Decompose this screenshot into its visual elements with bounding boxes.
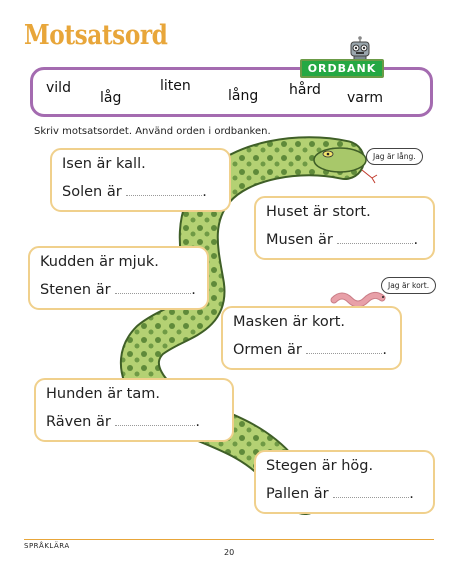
answer-blank[interactable] bbox=[115, 425, 196, 426]
snake-speech-bubble: Jag är lång. bbox=[366, 148, 423, 165]
answer-blank[interactable] bbox=[333, 497, 410, 498]
robot-icon bbox=[350, 36, 370, 64]
exercise-end: . bbox=[195, 414, 201, 430]
exercise-end: . bbox=[202, 184, 207, 200]
exercise-statement: Kudden är mjuk. bbox=[40, 254, 159, 270]
exercise-end: . bbox=[409, 486, 414, 502]
wordbank-word: varm bbox=[347, 90, 384, 106]
exercise-box: Masken är kort. Ormen är . bbox=[221, 306, 402, 370]
exercise-box: Stegen är hög. Pallen är . bbox=[254, 450, 435, 514]
wordbank-word: lång bbox=[228, 88, 259, 104]
exercise-box: Kudden är mjuk. Stenen är . bbox=[28, 246, 209, 310]
wordbank-word: liten bbox=[160, 78, 191, 94]
exercise-end: . bbox=[413, 232, 419, 248]
wordbank-word: vild bbox=[46, 80, 71, 96]
exercise-prompt: Solen är bbox=[62, 184, 122, 200]
exercise-end: . bbox=[382, 342, 388, 358]
wordbank-label: ORDBANK bbox=[300, 59, 384, 78]
wordbank-word: hård bbox=[289, 82, 321, 98]
worm-illustration bbox=[330, 291, 386, 308]
wordbank-box bbox=[30, 67, 433, 117]
page-number: 20 bbox=[224, 548, 235, 557]
exercise-box: Huset är stort. Musen är . bbox=[254, 196, 435, 260]
page-title: Motsatsord bbox=[24, 20, 168, 51]
exercise-statement: Huset är stort. bbox=[266, 204, 371, 220]
footer-divider bbox=[24, 539, 434, 540]
exercise-statement: Stegen är hög. bbox=[266, 458, 374, 474]
exercise-box: Isen är kall. Solen är . bbox=[50, 148, 231, 212]
exercise-statement: Hunden är tam. bbox=[46, 386, 160, 402]
exercise-end: . bbox=[191, 282, 196, 298]
exercise-statement: Masken är kort. bbox=[233, 314, 346, 330]
footer-section-label: SPRÅKLÄRA bbox=[24, 542, 70, 550]
worm-speech-bubble: Jag är kort. bbox=[381, 277, 437, 294]
exercise-box: Hunden är tam. Räven är . bbox=[34, 378, 234, 442]
answer-blank[interactable] bbox=[126, 195, 203, 196]
exercise-statement: Isen är kall. bbox=[62, 156, 146, 172]
instruction-text: Skriv motsatsordet. Använd orden i ordba… bbox=[34, 126, 271, 137]
exercise-prompt: Musen är bbox=[266, 232, 333, 248]
answer-blank[interactable] bbox=[115, 293, 192, 294]
exercise-prompt: Ormen är bbox=[233, 342, 302, 358]
exercise-prompt: Pallen är bbox=[266, 486, 329, 502]
exercise-prompt: Stenen är bbox=[40, 282, 111, 298]
answer-blank[interactable] bbox=[337, 243, 414, 244]
answer-blank[interactable] bbox=[306, 353, 383, 354]
exercise-prompt: Räven är bbox=[46, 414, 111, 430]
wordbank-word: låg bbox=[100, 90, 122, 106]
